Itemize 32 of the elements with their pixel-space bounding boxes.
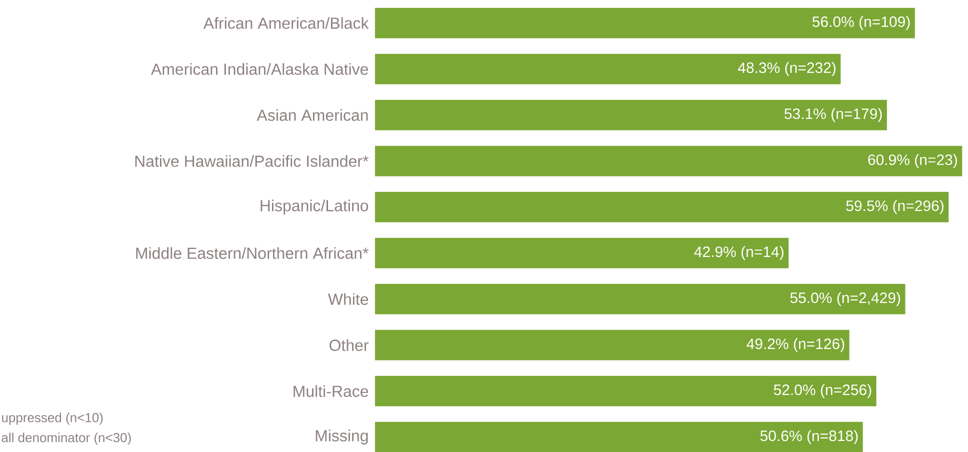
data-label: 53.1% (n=179) [784,108,882,122]
y-tick-label: White [328,293,368,305]
bar [375,54,841,84]
data-label: 56.0% (n=109) [812,16,910,30]
data-label: 50.6% (n=818) [760,430,858,444]
bar [375,330,850,360]
data-label: 59.5% (n=296) [846,200,944,214]
data-label: 42.9% (n=14) [694,246,784,260]
data-label: 60.9% (n=23) [868,154,957,168]
bar [375,284,906,314]
y-tick-label: Multi-Race [294,385,368,397]
y-tick-label: Middle Eastern/Northern African* [136,247,369,259]
data-label: 48.3% (n=232) [738,62,836,76]
bar [375,376,876,406]
bar [375,422,863,452]
bar [375,192,949,222]
y-tick-label: African American/Black [203,16,369,29]
bar [375,100,887,130]
bar [375,8,915,38]
bar [375,146,962,176]
data-label: 52.0% (n=256) [774,384,872,398]
y-tick-label: American Indian/Alaska Native [150,63,368,75]
bar [375,238,789,268]
text: uppressed (n<10) [2,412,103,425]
text: all denominator (n<30) [2,432,131,445]
data-label: 55.0% (n=2,429) [790,292,900,306]
y-tick-label: Missing [316,430,368,444]
y-tick-label: Native Hawaiian/Pacific Islander* [135,155,368,167]
data-label: 49.2% (n=126) [746,338,844,352]
y-tick-label: Other [330,339,369,351]
y-tick-label: Asian American [256,109,368,121]
y-tick-label: Hispanic/Latino [260,199,368,214]
